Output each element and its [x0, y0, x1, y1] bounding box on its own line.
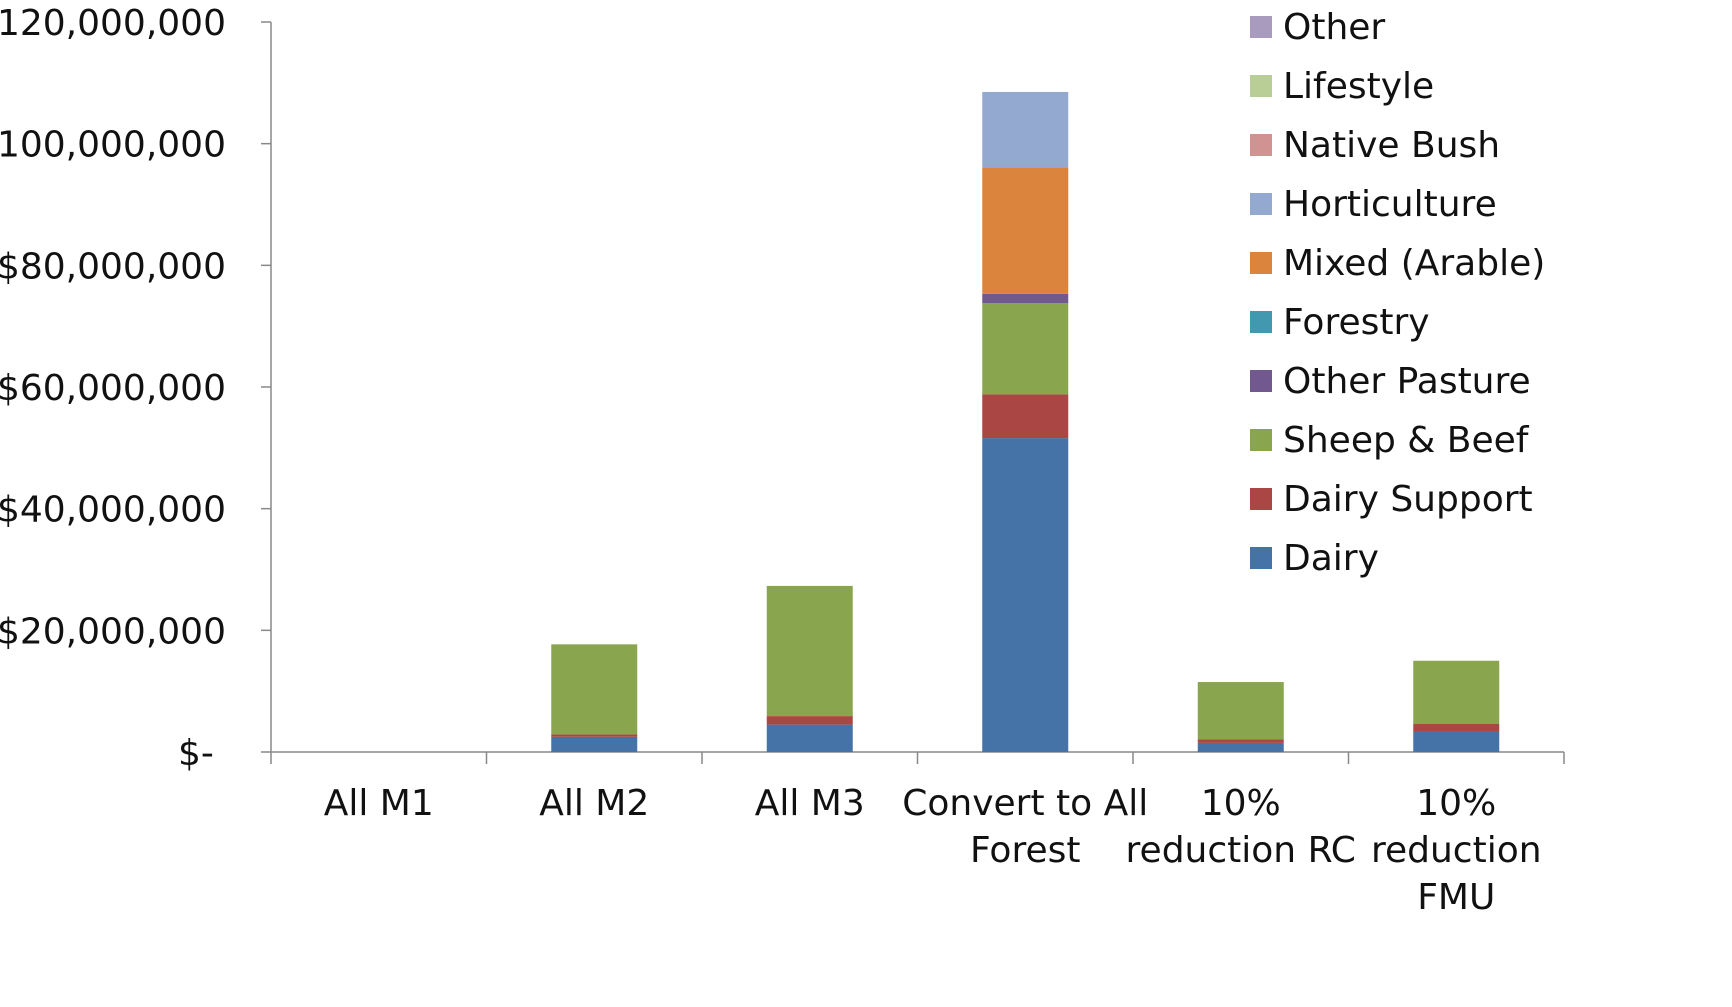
- bar-segment-dairy: [982, 438, 1069, 752]
- x-tick-label: All M1: [324, 783, 434, 824]
- legend-swatch: [1250, 75, 1272, 97]
- axes: [261, 21, 1565, 764]
- x-tick-label: All M3: [755, 783, 865, 824]
- bar-segment-sheep-beef: [1413, 660, 1500, 725]
- x-tick-label: 10%: [1201, 783, 1281, 824]
- y-tick-label: $60,000,000: [0, 368, 226, 409]
- bar-segment-dairy-support: [1197, 739, 1284, 743]
- legend-label: Other: [1283, 7, 1385, 48]
- bar-segment-dairy: [1197, 742, 1284, 752]
- legend-label: Dairy: [1283, 538, 1379, 579]
- legend-swatch: [1250, 429, 1272, 451]
- legend-item: Other Pasture: [1250, 361, 1531, 402]
- bar-segment-sheep-beef: [551, 644, 638, 735]
- legend-item: Native Bush: [1250, 125, 1500, 166]
- legend-label: Forestry: [1283, 302, 1430, 343]
- y-tick-label: $40,000,000: [0, 490, 226, 531]
- legend-item: Sheep & Beef: [1250, 420, 1530, 461]
- legend-swatch: [1250, 547, 1272, 569]
- legend: Other Lifestyle Native Bush Horticulture Mix…: [1250, 7, 1545, 579]
- legend-label: Lifestyle: [1283, 66, 1434, 107]
- bars: [551, 91, 1500, 752]
- legend-item: Lifestyle: [1250, 66, 1434, 107]
- x-tick-label: reduction RC: [1126, 830, 1356, 871]
- legend-item: Dairy Support: [1250, 479, 1533, 520]
- bar-segment-mixed-arable-: [982, 167, 1069, 294]
- y-tick-label: $100,000,000: [0, 125, 226, 166]
- y-tick-label: $-: [178, 733, 214, 774]
- legend-swatch: [1250, 488, 1272, 510]
- y-tick-label: $20,000,000: [0, 611, 226, 652]
- legend-item: Dairy: [1250, 538, 1379, 579]
- legend-item: Horticulture: [1250, 184, 1497, 225]
- x-tick-label: 10%: [1416, 783, 1496, 824]
- bar-segment-dairy-support: [982, 394, 1069, 439]
- y-tick-label: $80,000,000: [0, 246, 226, 287]
- legend-swatch: [1250, 370, 1272, 392]
- legend-swatch: [1250, 16, 1272, 38]
- legend-swatch: [1250, 134, 1272, 156]
- y-tick-label: $120,000,000: [0, 3, 226, 44]
- x-tick-label: reduction: [1371, 830, 1542, 871]
- bar-segment-dairy: [766, 724, 853, 752]
- x-tick-label: All M2: [539, 783, 649, 824]
- bar-segment-dairy-support: [766, 716, 853, 725]
- bar-segment-sheep-beef: [1197, 682, 1284, 740]
- legend-swatch: [1250, 193, 1272, 215]
- bar-segment-horticulture: [982, 91, 1069, 168]
- legend-label: Mixed (Arable): [1283, 243, 1545, 284]
- legend-label: Dairy Support: [1283, 479, 1533, 520]
- bar-segment-sheep-beef: [766, 585, 853, 717]
- legend-label: Sheep & Beef: [1283, 420, 1530, 461]
- legend-label: Other Pasture: [1283, 361, 1531, 402]
- bar-segment-dairy: [1413, 731, 1500, 752]
- x-tick-label: Forest: [970, 830, 1080, 871]
- bar-segment-dairy-support: [1413, 724, 1500, 732]
- legend-swatch: [1250, 311, 1272, 333]
- y-tick-labels: $- $20,000,000 $40,000,000 $60,000,000 $80,0…: [0, 3, 226, 774]
- x-tick-label: FMU: [1417, 877, 1495, 918]
- bar-segment-sheep-beef: [982, 303, 1069, 395]
- x-tick-label: Convert to All: [902, 783, 1148, 824]
- legend-label: Horticulture: [1283, 184, 1497, 225]
- x-tick-labels: All M1 All M2 All M3 Convert to All Forest 10…: [324, 783, 1542, 918]
- legend-item: Mixed (Arable): [1250, 243, 1545, 284]
- legend-swatch: [1250, 252, 1272, 274]
- bar-segment-other-pasture: [982, 293, 1069, 304]
- legend-item: Other: [1250, 7, 1385, 48]
- bar-segment-dairy-support: [551, 734, 638, 737]
- bar-segment-dairy: [551, 736, 638, 752]
- legend-item: Forestry: [1250, 302, 1430, 343]
- legend-label: Native Bush: [1283, 125, 1500, 166]
